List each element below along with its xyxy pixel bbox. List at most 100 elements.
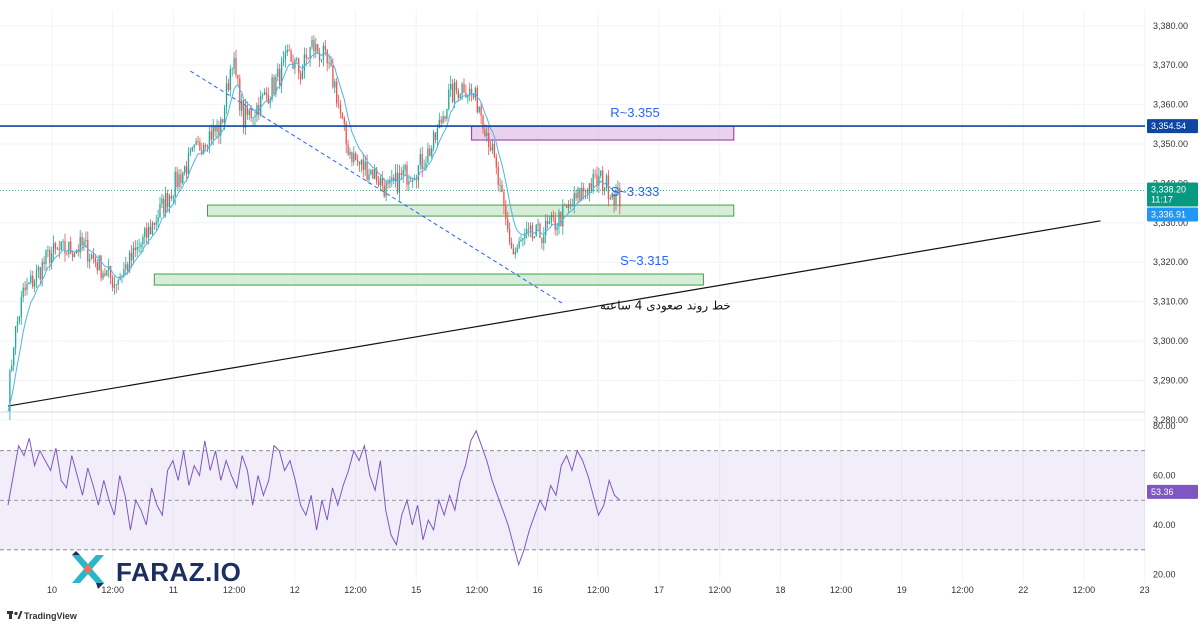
ema-line: [7, 52, 621, 413]
candle-body: [233, 58, 235, 70]
candle-body: [30, 275, 32, 283]
candle-body: [109, 265, 112, 278]
candle-body: [434, 132, 437, 140]
candle-body: [560, 211, 562, 227]
price-pane[interactable]: R~3.355 S~3.333 S~3.315 خط روند صعودی 4 سا…: [0, 35, 1145, 421]
tradingview-icon: [7, 611, 23, 619]
candle-body: [60, 241, 62, 251]
candle-body: [493, 143, 496, 158]
candle-body: [271, 77, 273, 100]
candle-body: [583, 187, 585, 192]
candle-body: [235, 58, 237, 76]
candle-body: [83, 241, 85, 246]
candle-body: [431, 147, 433, 156]
candle-body: [136, 247, 138, 251]
support-zone: [207, 204, 735, 217]
candle-body: [58, 248, 60, 251]
candle-body: [182, 172, 184, 183]
candle-body: [161, 198, 163, 205]
candle-body: [594, 173, 596, 175]
price-tick-label: 3,320.00: [1153, 257, 1188, 267]
candle-body: [545, 221, 547, 236]
candle-body: [404, 165, 406, 171]
rsi-tick-label: 80.00: [1153, 421, 1176, 431]
price-tick-label: 3,310.00: [1153, 297, 1188, 307]
candle-body: [39, 267, 41, 280]
candle-body: [351, 151, 353, 162]
zone-label: R~3.355: [610, 105, 660, 120]
candle-body: [402, 170, 404, 176]
faraz-logo: FARAZ.IO: [72, 551, 241, 589]
candle-body: [556, 227, 558, 230]
tradingview-text: TradingView: [24, 611, 78, 621]
candle-body: [364, 161, 366, 170]
candle-body: [98, 255, 100, 271]
candle-body: [299, 72, 302, 80]
candle-body: [176, 171, 178, 188]
candle-body: [317, 44, 319, 54]
candle-body: [286, 49, 288, 53]
candle-body: [33, 280, 36, 287]
candle-body: [613, 193, 615, 205]
candle-body: [569, 204, 572, 207]
candle-body: [440, 119, 442, 123]
time-axis[interactable]: 10 12:00 11 12:00 12 12:00 15 12:00 16 12:00 17 12:…: [47, 585, 1150, 595]
candle-body: [438, 119, 440, 129]
time-tick-label: 15: [411, 585, 421, 595]
candle-body: [229, 69, 231, 90]
candle-body: [581, 187, 583, 201]
candle-body: [596, 174, 598, 186]
candle-body: [144, 228, 146, 238]
candle-body: [379, 177, 382, 186]
candle-body: [446, 108, 448, 119]
candle-body: [280, 62, 283, 86]
candle-body: [51, 253, 53, 264]
time-tick-label: 12:00: [1073, 585, 1096, 595]
candle-body: [529, 225, 532, 230]
candle-body: [423, 167, 425, 169]
candle-body: [151, 222, 154, 235]
candle-body: [14, 326, 17, 348]
level-tag: [1147, 207, 1198, 222]
rsi-line-layer: [7, 429, 621, 567]
time-tick-label: 12: [290, 585, 300, 595]
candle-body: [396, 172, 399, 193]
candle-body: [147, 226, 150, 238]
candle-body: [499, 184, 501, 186]
candle-body: [374, 168, 376, 179]
candle-body: [324, 45, 326, 51]
candle-body: [315, 44, 317, 52]
candle-body: [134, 247, 136, 251]
candle-body: [92, 254, 95, 259]
time-tick-label: 18: [775, 585, 785, 595]
candle-body: [282, 59, 285, 63]
candle-body: [539, 223, 541, 238]
candle-body: [501, 184, 503, 193]
candle-body: [149, 226, 152, 235]
time-tick-label: 16: [533, 585, 543, 595]
candle-body: [301, 70, 304, 80]
candle-body: [554, 217, 556, 230]
candle-body: [163, 198, 165, 214]
candle-body: [598, 176, 600, 186]
candle-body: [550, 214, 553, 222]
rsi-axis[interactable]: 80.00 60.00 40.00 20.00: [1153, 421, 1176, 580]
resistance-zone: [471, 125, 735, 141]
candle-body: [330, 62, 332, 66]
candle-body: [146, 228, 148, 238]
candle-body: [368, 174, 370, 180]
candle-body: [339, 104, 342, 114]
candle-body: [128, 252, 131, 271]
candle-body: [185, 166, 188, 175]
rsi-pane[interactable]: [0, 429, 1145, 567]
candle-body: [514, 251, 516, 255]
candle-body: [607, 175, 610, 200]
candle-body: [381, 177, 383, 186]
candle-body: [125, 264, 127, 269]
candle-body: [366, 161, 368, 180]
candle-body: [100, 255, 102, 279]
current-price-tag: [1147, 182, 1198, 207]
candle-body: [516, 247, 518, 252]
